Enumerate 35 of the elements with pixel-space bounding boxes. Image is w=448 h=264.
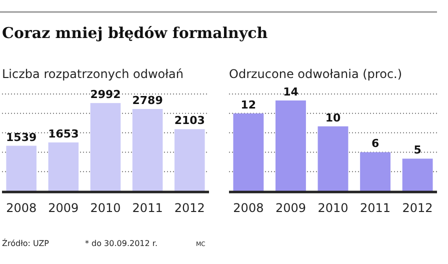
data-label: 14 [283, 85, 299, 98]
chart-subtitle: Liczba rozpatrzonych odwołań [2, 67, 184, 81]
x-tick-label: 2010 [90, 201, 121, 215]
data-label: 1653 [48, 127, 79, 140]
x-tick-label: 2012 [402, 201, 433, 215]
data-label: 12 [240, 98, 256, 112]
data-label: 2103 [174, 114, 205, 128]
text: * do 30.09.2012 r. [85, 239, 158, 248]
x-tick-label: 2008 [233, 201, 264, 215]
x-tick-label: 2010 [318, 201, 348, 215]
data-label: 5 [414, 144, 422, 157]
x-tick-label: 2009 [48, 201, 79, 215]
data-label: 2789 [132, 94, 163, 108]
bar [174, 129, 205, 191]
data-label: 1539 [6, 130, 37, 144]
data-label: 10 [325, 111, 341, 124]
bar [48, 142, 79, 191]
bar [318, 126, 348, 191]
bar [6, 146, 36, 191]
bar [360, 152, 390, 191]
x-tick-label: 2008 [6, 201, 37, 215]
bar [233, 113, 264, 191]
data-label: 2992 [90, 88, 121, 102]
text: Źródło: UZP [2, 238, 50, 248]
bar [90, 103, 121, 191]
bar [402, 158, 433, 191]
chart-subtitle: Odrzucone odwołania (proc.) [229, 67, 402, 81]
x-tick-label: 2011 [132, 201, 163, 215]
x-tick-label: 2009 [275, 201, 306, 215]
x-tick-label: 2011 [360, 201, 391, 215]
bar [132, 109, 163, 191]
bar [276, 100, 306, 191]
chart-title: Coraz mniej błędów formalnych [2, 24, 268, 42]
data-label: 6 [371, 137, 380, 150]
x-tick-label: 2012 [174, 201, 205, 215]
